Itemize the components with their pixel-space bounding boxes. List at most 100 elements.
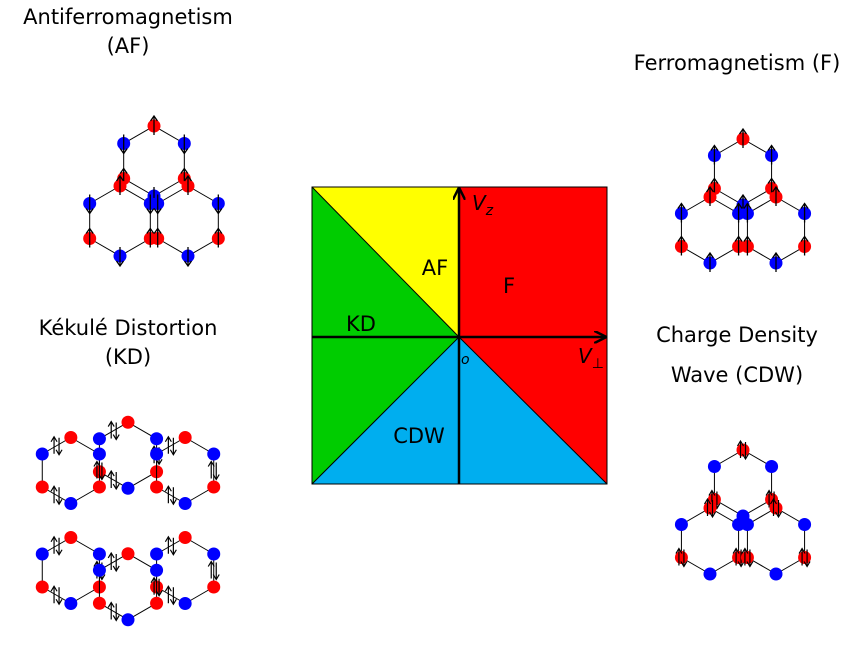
up-down-pair-icon — [107, 551, 120, 573]
up-arrow-icon — [146, 227, 155, 248]
lattice-site — [64, 497, 78, 510]
up-down-pair-icon — [741, 547, 754, 568]
region-label-cdw: CDW — [393, 424, 445, 448]
up-arrow-icon — [149, 114, 159, 135]
af-title-line2: (AF) — [107, 34, 150, 58]
lattice-site — [740, 518, 754, 531]
x-axis-label: V⊥ — [578, 344, 604, 372]
lattice-site — [178, 431, 192, 444]
region-label-kd: KD — [346, 312, 376, 336]
lattice-site — [707, 460, 721, 473]
down-arrow-icon — [85, 194, 94, 215]
lattice-site — [150, 432, 164, 446]
up-arrow-icon — [153, 227, 162, 248]
region-label-f: F — [503, 274, 515, 298]
up-down-pair-icon — [675, 547, 688, 568]
up-down-pair-icon — [164, 485, 177, 506]
cdw-title-line1: Charge Density — [656, 323, 818, 347]
up-down-pair-icon — [703, 497, 717, 519]
lattice-site — [92, 547, 106, 561]
kd-lattice — [35, 415, 221, 627]
cdw-title-line2: Wave (CDW) — [671, 363, 803, 387]
up-arrow-icon — [734, 202, 743, 223]
kd-title-line2: (KD) — [105, 345, 151, 369]
lattice-site — [740, 551, 754, 564]
lattice-site — [769, 501, 783, 515]
lattice-site — [765, 460, 779, 473]
up-arrow-icon — [743, 235, 752, 256]
up-arrow-icon — [677, 235, 686, 256]
up-down-pair-icon — [207, 560, 220, 581]
lattice-site — [150, 596, 164, 610]
lattice-site — [121, 481, 135, 495]
lattice-site — [64, 597, 78, 610]
lattice-site — [150, 480, 164, 494]
up-down-pair-icon — [164, 435, 177, 456]
lattice-site — [207, 447, 221, 461]
lattice-site — [150, 547, 164, 561]
up-arrow-icon — [85, 227, 94, 248]
lattice-site — [178, 597, 192, 610]
f-title: Ferromagnetism (F) — [634, 51, 841, 75]
origin-label: o — [461, 352, 470, 368]
up-arrow-icon — [115, 174, 125, 195]
up-arrow-icon — [743, 202, 752, 223]
up-down-pair-icon — [769, 497, 783, 519]
up-arrow-icon — [771, 251, 781, 272]
kd-title-line1: Kékulé Distortion — [39, 316, 218, 340]
cdw-lattice — [674, 439, 812, 581]
down-arrow-icon — [115, 247, 125, 268]
down-arrow-icon — [119, 134, 128, 155]
up-down-pair-icon — [93, 460, 106, 481]
region-label-af: AF — [422, 256, 448, 280]
up-arrow-icon — [183, 174, 193, 195]
lattice-site — [35, 447, 49, 461]
f-lattice — [674, 127, 812, 272]
down-arrow-icon — [146, 194, 155, 215]
up-arrow-icon — [738, 127, 748, 148]
down-arrow-icon — [153, 194, 162, 215]
lattice-site — [207, 480, 221, 494]
lattice-site — [769, 567, 783, 581]
up-down-pair-icon — [107, 601, 120, 622]
lattice-site — [92, 563, 106, 577]
up-down-pair-icon — [50, 485, 63, 506]
lattice-site — [64, 531, 78, 544]
lattice-site — [35, 580, 49, 594]
region-f — [459, 187, 607, 484]
up-down-pair-icon — [207, 460, 220, 481]
lattice-site — [703, 501, 717, 515]
up-down-pair-icon — [736, 439, 750, 461]
af-title-line1: Antiferromagnetism — [23, 5, 233, 29]
lattice-site — [35, 480, 49, 494]
up-arrow-icon — [705, 251, 715, 272]
lattice-site — [703, 567, 717, 581]
up-down-pair-icon — [107, 420, 120, 441]
lattice-site — [92, 596, 106, 610]
phase-diagram: AF F KD CDW Vz V⊥ o — [311, 186, 608, 485]
lattice-site — [121, 547, 135, 561]
lattice-site — [178, 497, 192, 510]
lattice-site — [798, 518, 812, 531]
down-arrow-icon — [214, 194, 223, 215]
lattice-site — [674, 551, 688, 564]
lattice-site — [92, 447, 106, 461]
af-lattice — [83, 114, 225, 268]
y-axis-label: Vz — [472, 191, 494, 219]
up-arrow-icon — [771, 185, 781, 206]
down-arrow-icon — [180, 134, 189, 155]
down-arrow-icon — [183, 247, 193, 268]
lattice-site — [736, 443, 750, 457]
up-down-pair-icon — [164, 535, 177, 556]
lattice-site — [64, 431, 78, 444]
lattice-site — [207, 547, 221, 561]
up-arrow-icon — [734, 235, 743, 256]
lattice-site — [207, 580, 221, 594]
lattice-site — [674, 518, 688, 531]
up-down-pair-icon — [164, 585, 177, 606]
lattice-site — [92, 432, 106, 446]
up-down-pair-icon — [50, 535, 63, 556]
up-down-pair-icon — [798, 547, 811, 568]
up-arrow-icon — [214, 227, 223, 248]
